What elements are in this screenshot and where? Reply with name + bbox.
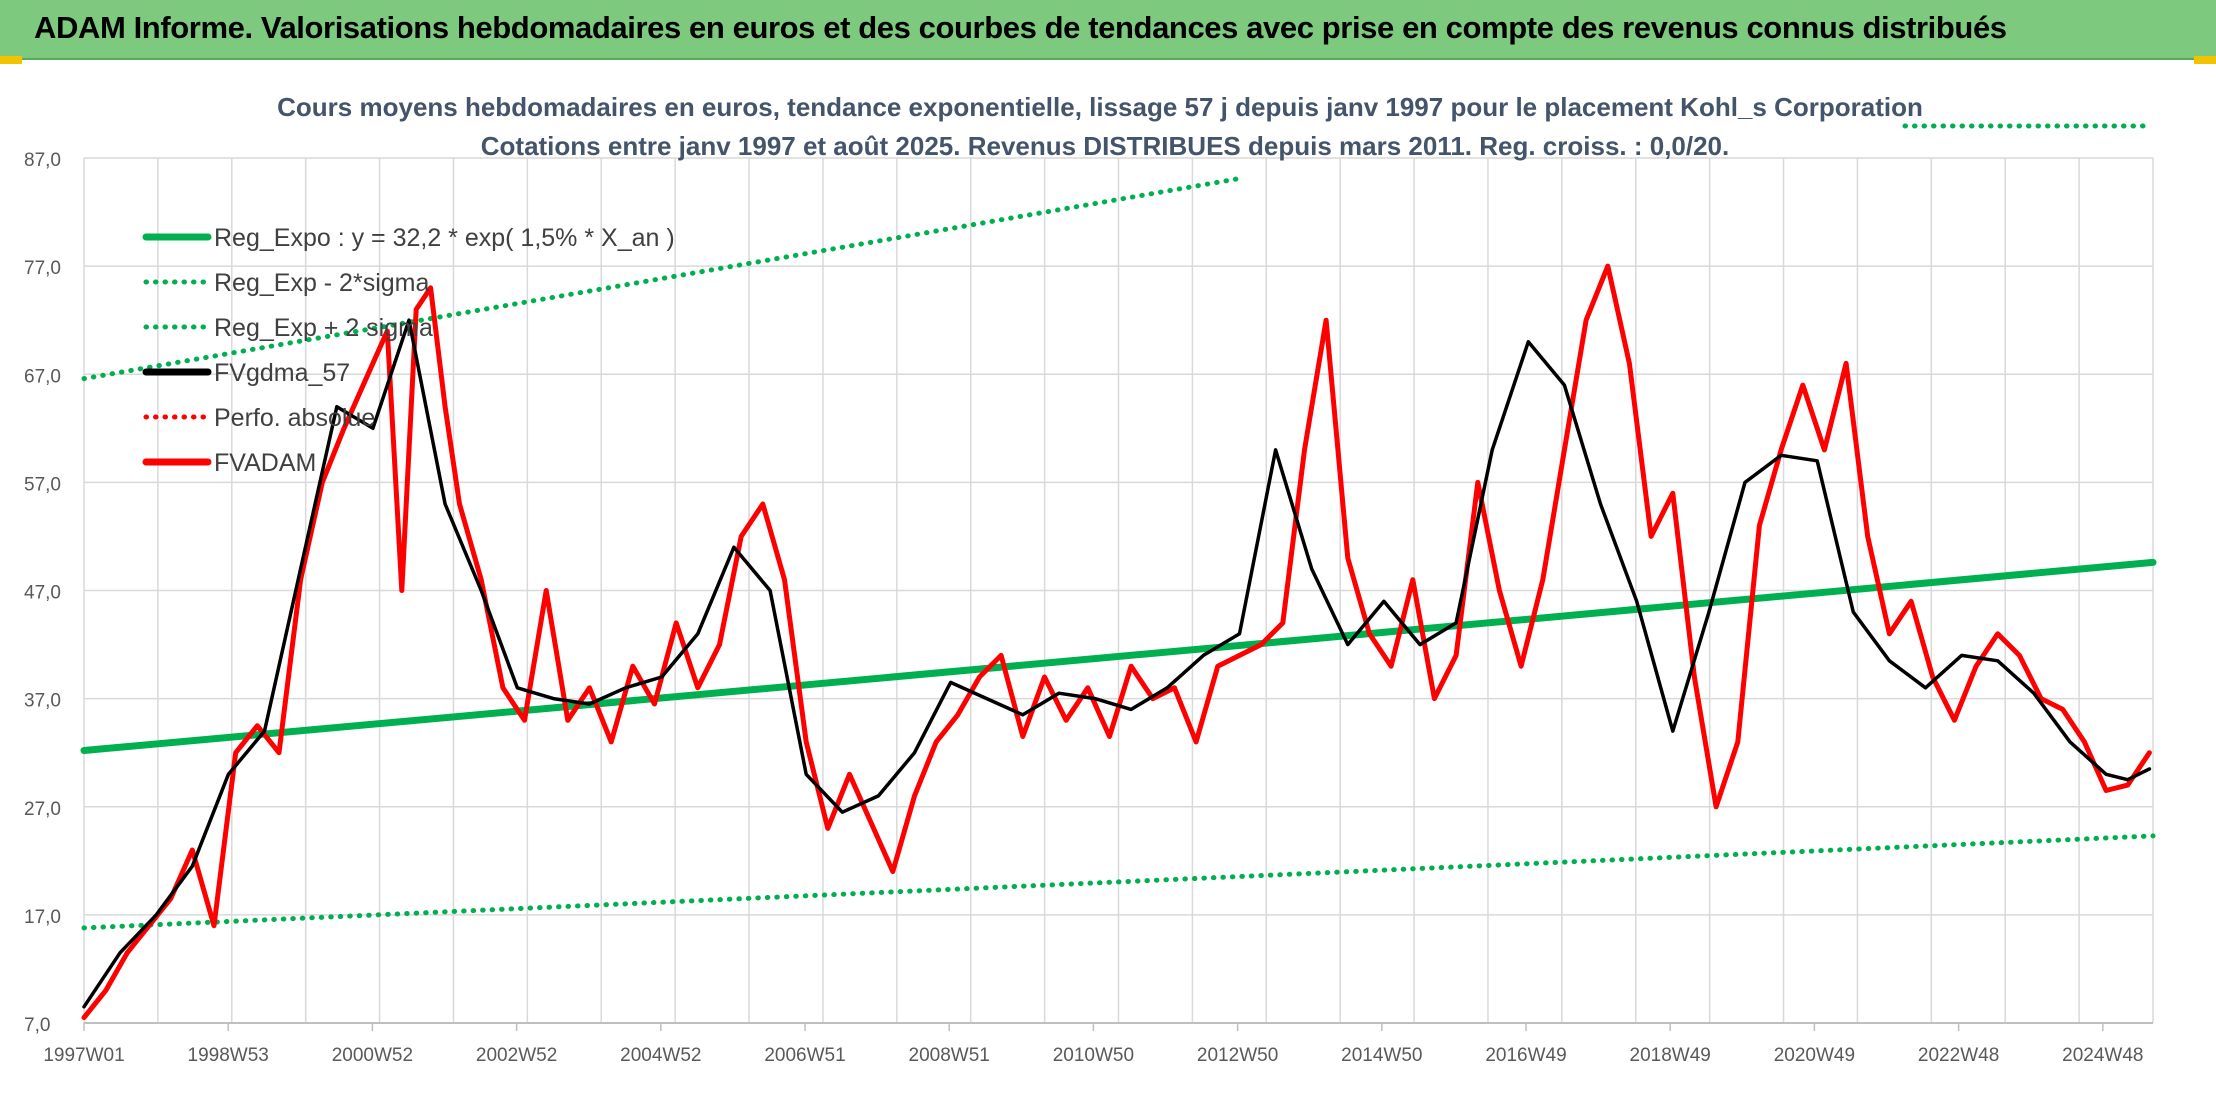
- series-lines: [80, 123, 2157, 1021]
- y-tick-label: 77,0: [24, 258, 61, 279]
- y-tick-label: 37,0: [24, 691, 61, 712]
- x-tick-label: 2022W48: [1918, 1045, 1999, 1066]
- gridlines: [83, 157, 2154, 1024]
- y-tick-label: 47,0: [24, 583, 61, 604]
- banner-title: ADAM Informe. Valorisations hebdomadaire…: [34, 10, 2007, 45]
- report-banner: ADAM Informe. Valorisations hebdomadaire…: [0, 0, 2216, 60]
- x-tick-label: 2016W49: [1485, 1045, 1566, 1066]
- x-tick-label: 1998W53: [188, 1045, 269, 1066]
- chart-area: 7,0 17,0 27,0 37,0 47,0 57,0 67,0 77,0 87,0 1997W…: [0, 62, 2216, 1106]
- chart-subtitle: Cotations entre janv 1997 et août 2025. …: [481, 131, 1730, 161]
- legend-label: FVgdma_57: [214, 359, 350, 387]
- x-tick-label: 2012W50: [1197, 1045, 1278, 1066]
- x-tick-label: 2006W51: [764, 1045, 845, 1066]
- y-tick-label: 17,0: [24, 907, 61, 928]
- price-trend-chart: 7,0 17,0 27,0 37,0 47,0 57,0 67,0 77,0 87,0 1997W…: [24, 92, 2157, 1066]
- x-tick-label: 2008W51: [909, 1045, 990, 1066]
- y-tick-label: 7,0: [24, 1015, 50, 1036]
- legend-label: Reg_Exp - 2*sigma: [214, 269, 429, 297]
- legend-label: Reg_Exp + 2 sigma: [214, 314, 433, 342]
- fvgdma-smoothed-line: [82, 318, 2152, 1009]
- x-tick-label: 1997W01: [43, 1045, 124, 1066]
- legend-label: Reg_Expo : y = 32,2 * exp( 1,5% * X_an ): [214, 224, 675, 252]
- x-tick-label: 2000W52: [332, 1045, 413, 1066]
- x-tick-label: 2018W49: [1630, 1045, 1711, 1066]
- reg-upper-band-line: [81, 176, 1242, 382]
- axes: 7,0 17,0 27,0 37,0 47,0 57,0 67,0 77,0 87,0 1997W…: [24, 150, 2153, 1066]
- x-tick-label: 2014W50: [1341, 1045, 1422, 1066]
- reg-lower-band-line: [81, 833, 2156, 931]
- y-tick-label: 87,0: [24, 150, 61, 171]
- x-tick-label: 2004W52: [620, 1045, 701, 1066]
- y-tick-label: 67,0: [24, 366, 61, 387]
- chart-legend: Reg_Expo : y = 32,2 * exp( 1,5% * X_an )…: [142, 224, 675, 477]
- x-tick-label: 2024W48: [2062, 1045, 2143, 1066]
- y-tick-label: 27,0: [24, 799, 61, 820]
- fvadam-price-line: [81, 263, 2152, 1021]
- corner-marker-right: [2194, 56, 2216, 64]
- reg-expo-line: [80, 558, 2157, 754]
- x-tick-label: 2020W49: [1774, 1045, 1855, 1066]
- corner-marker-left: [0, 56, 22, 64]
- chart-title: Cours moyens hebdomadaires en euros, ten…: [277, 92, 1923, 122]
- x-tick-label: 2002W52: [476, 1045, 557, 1066]
- legend-label: FVADAM: [214, 449, 316, 477]
- x-tick-label: 2010W50: [1053, 1045, 1134, 1066]
- legend-label: Perfo. absolue: [214, 404, 375, 432]
- y-tick-label: 57,0: [24, 474, 61, 495]
